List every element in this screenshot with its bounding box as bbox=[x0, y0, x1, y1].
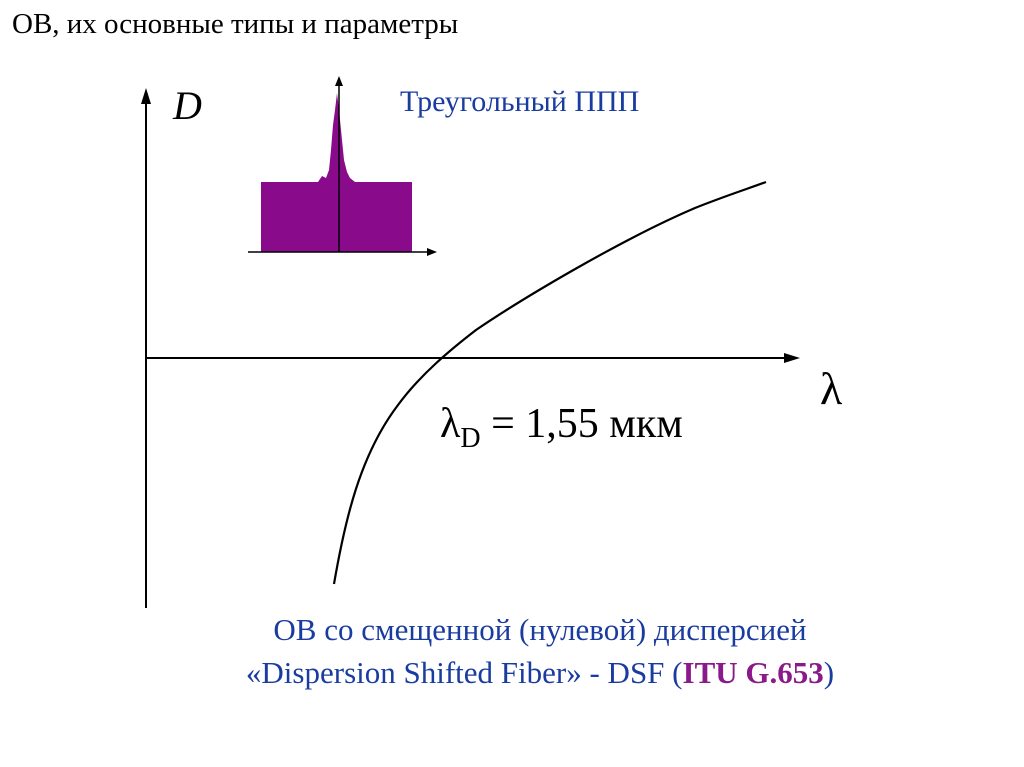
profile-triangular-peak bbox=[318, 93, 355, 182]
inset-x-axis-arrowhead bbox=[427, 248, 437, 256]
slide-title: ОВ, их основные типы и параметры bbox=[12, 8, 459, 40]
caption-line-1: ОВ со смещенной (нулевой) дисперсией bbox=[273, 612, 807, 647]
itu-standard: ITU G.653 bbox=[682, 655, 824, 690]
caption-line-2-prefix: «Dispersion Shifted Fiber» - DSF ( bbox=[245, 655, 683, 690]
equals-sign: = bbox=[480, 401, 526, 447]
profile-label: Треугольный ППП bbox=[400, 85, 640, 118]
refractive-index-profile-inset bbox=[248, 76, 437, 256]
lambda-symbol: λ bbox=[440, 401, 461, 447]
zero-dispersion-value: 1,55 мкм bbox=[525, 401, 683, 447]
y-axis-arrowhead bbox=[141, 88, 151, 104]
dispersion-curve bbox=[332, 180, 767, 585]
x-axis-label: λ bbox=[820, 363, 843, 414]
inset-y-axis-arrowhead bbox=[335, 76, 343, 86]
profile-step-region bbox=[261, 182, 412, 252]
caption-line-2: «Dispersion Shifted Fiber» - DSF (ITU G.… bbox=[0, 655, 1024, 691]
caption-line-2-suffix: ) bbox=[823, 655, 835, 690]
zero-dispersion-wavelength: λD = 1,55 мкм bbox=[440, 400, 683, 454]
x-axis-arrowhead bbox=[784, 353, 800, 363]
y-axis-label: D bbox=[173, 83, 202, 128]
lambda-subscript: D bbox=[460, 423, 481, 454]
